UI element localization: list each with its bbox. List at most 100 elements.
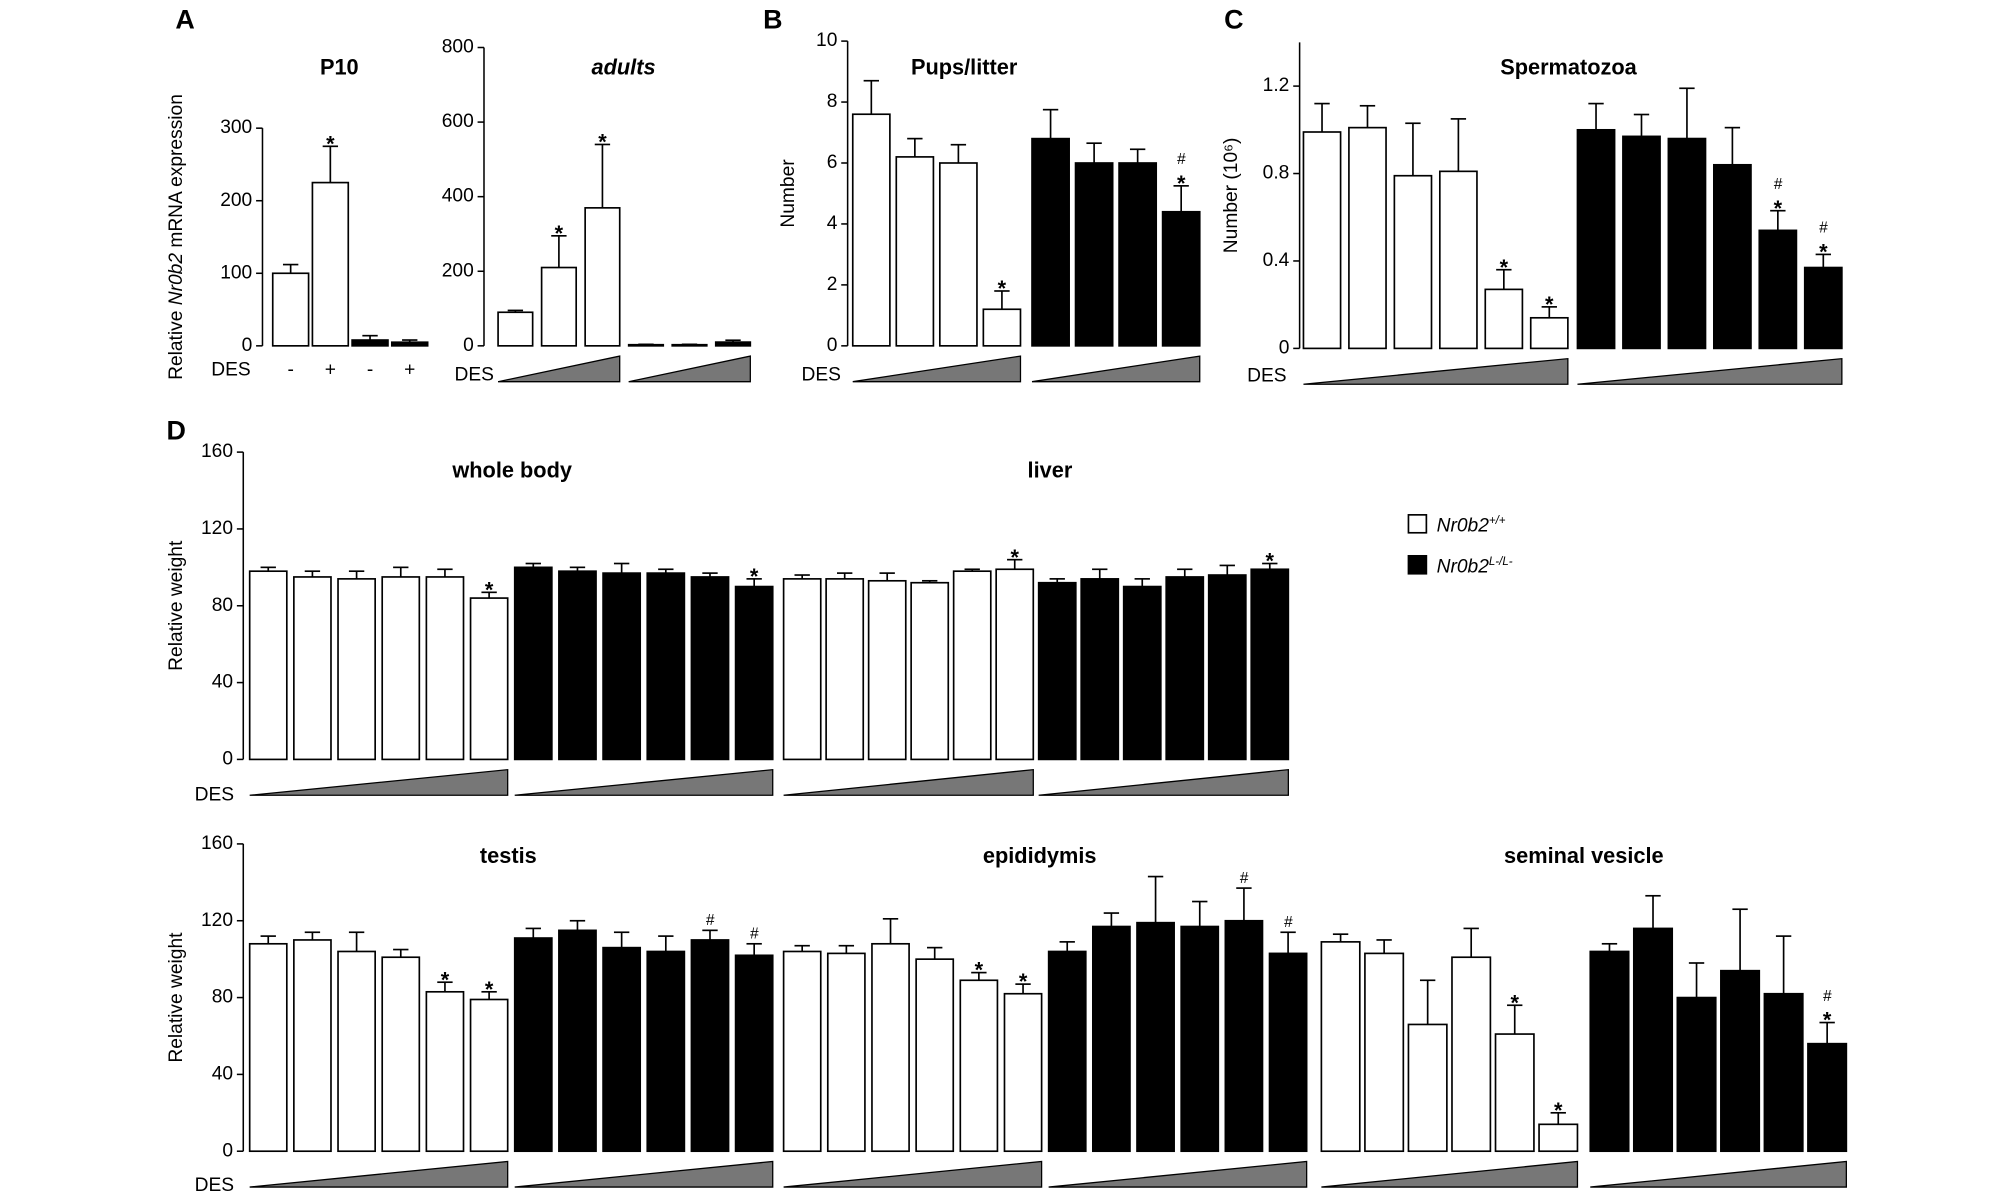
- bar: [1165, 576, 1205, 761]
- bar: [1438, 170, 1478, 350]
- dose-label: DES: [195, 784, 234, 805]
- y-tick-label: 200: [442, 260, 474, 281]
- dose-triangle: [852, 355, 1022, 383]
- y-tick-label: 100: [220, 262, 252, 283]
- bar: [558, 570, 597, 761]
- legend-swatch: [1407, 514, 1428, 534]
- bar: [1224, 919, 1264, 1153]
- bar: [826, 952, 866, 1153]
- category-label: +: [325, 359, 336, 380]
- y-tick-label: 0: [463, 335, 474, 356]
- bar: [248, 942, 288, 1153]
- dose-triangle: [1048, 1160, 1308, 1188]
- bar: [1302, 131, 1342, 350]
- bar: [1080, 578, 1120, 761]
- dose-label: DES: [1247, 366, 1286, 387]
- bar: [540, 266, 578, 347]
- dose-triangle: [628, 355, 751, 383]
- legend-sup: L-/L-: [1489, 556, 1513, 568]
- dose-label: DES: [802, 364, 841, 385]
- category-label: -: [367, 359, 373, 380]
- y-tick-label: 160: [201, 833, 233, 854]
- bar: [871, 942, 910, 1153]
- bar: [1667, 137, 1707, 350]
- bar: [337, 950, 376, 1153]
- significance-mark: *: [1266, 549, 1275, 574]
- chart-title: Spermatozoa: [1500, 54, 1637, 79]
- bar: [690, 939, 730, 1153]
- significance-mark: *: [326, 131, 335, 156]
- significance-mark: *: [1819, 240, 1828, 265]
- bar: [513, 937, 553, 1153]
- y-tick-label: 400: [442, 186, 474, 207]
- panel-letter: B: [763, 4, 782, 34]
- bar: [1676, 996, 1717, 1153]
- y-tick-label: 0.4: [1263, 250, 1290, 271]
- significance-mark: *: [1177, 171, 1186, 196]
- dose-triangle: [783, 768, 1034, 796]
- y-tick-label: 40: [212, 672, 233, 693]
- chart-title: seminal vesicle: [1504, 843, 1664, 868]
- bar: [734, 954, 774, 1153]
- bar: [646, 950, 686, 1153]
- bar: [1451, 956, 1492, 1153]
- y-tick-label: 0: [222, 748, 233, 769]
- y-axis-label: Relative weight: [166, 540, 187, 671]
- y-tick-label: 40: [212, 1063, 233, 1084]
- dose-triangle: [1590, 1160, 1847, 1188]
- y-tick-label: 10: [816, 30, 837, 51]
- y-tick-label: 200: [220, 190, 252, 211]
- y-axis-label: Relative weight: [166, 932, 187, 1063]
- significance-mark: *: [1823, 1008, 1832, 1033]
- significance-mark: *: [555, 221, 564, 246]
- bar: [1268, 952, 1308, 1153]
- chart-title: liver: [1028, 458, 1073, 483]
- significance-mark: *: [1510, 990, 1519, 1015]
- chart-title: whole body: [451, 458, 572, 483]
- bar: [1632, 927, 1674, 1153]
- category-label: +: [404, 359, 415, 380]
- bar: [311, 181, 350, 347]
- bar: [1712, 163, 1752, 350]
- y-axis-label-part: mRNA expression: [166, 94, 187, 253]
- y-tick-label: 0: [1279, 337, 1290, 358]
- bar: [952, 570, 992, 761]
- bar: [293, 939, 332, 1153]
- significance-mark: *: [598, 130, 607, 155]
- chart-title: testis: [480, 843, 537, 868]
- y-tick-label: 2: [827, 274, 838, 295]
- bar: [1320, 941, 1361, 1153]
- bar: [1250, 568, 1290, 761]
- bar: [1074, 162, 1114, 347]
- y-tick-label: 0: [827, 335, 838, 356]
- bar: [1622, 135, 1661, 350]
- bar: [271, 272, 310, 347]
- dose-triangle: [1577, 357, 1843, 385]
- panel-letter: D: [166, 415, 185, 445]
- bar: [1122, 585, 1162, 761]
- bar: [1161, 210, 1201, 347]
- significance-mark: *: [1010, 545, 1019, 570]
- bar: [469, 597, 509, 761]
- y-tick-label: 80: [212, 595, 233, 616]
- bar: [1031, 137, 1070, 347]
- bar: [851, 113, 891, 347]
- bar: [734, 585, 774, 761]
- bar: [381, 576, 421, 761]
- bar: [1720, 969, 1761, 1153]
- y-tick-label: 160: [201, 441, 233, 462]
- bar: [782, 950, 822, 1153]
- bar: [910, 581, 950, 761]
- y-tick-label: 4: [827, 213, 838, 234]
- bar: [337, 578, 376, 761]
- bar: [938, 162, 978, 347]
- y-axis-label: Number: [778, 159, 799, 228]
- bar: [1136, 921, 1175, 1153]
- dose-triangle: [1038, 768, 1289, 796]
- dose-triangle: [783, 1160, 1043, 1188]
- bar: [782, 578, 822, 761]
- y-tick-label: 800: [442, 37, 474, 58]
- bar: [1348, 126, 1387, 350]
